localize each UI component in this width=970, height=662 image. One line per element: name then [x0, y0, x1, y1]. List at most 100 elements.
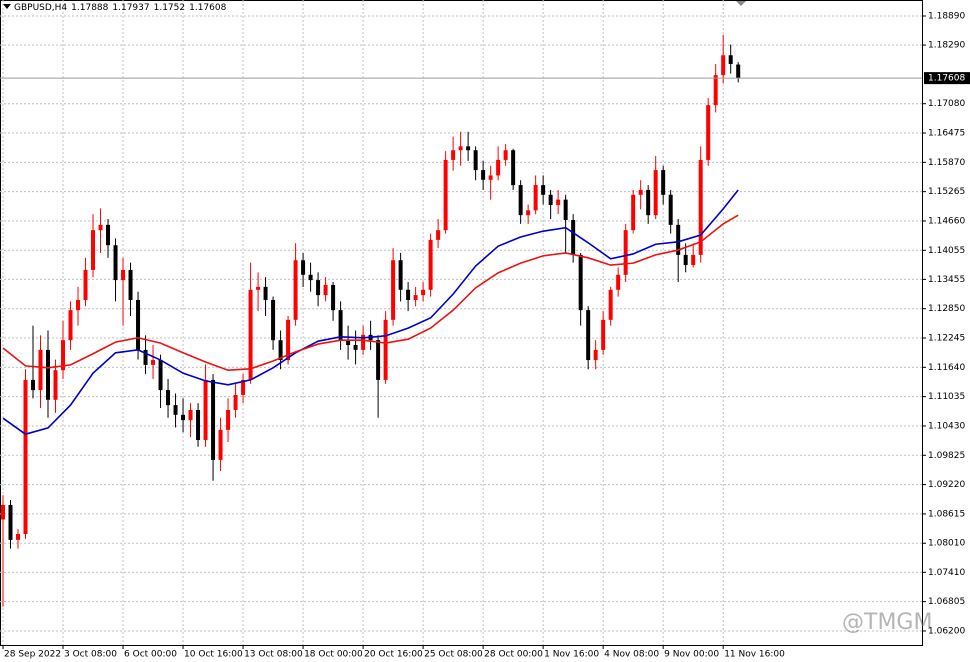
candle-body	[413, 295, 418, 300]
y-tick-label: 1.14660	[928, 216, 965, 226]
y-tick-label: 1.17080	[928, 99, 965, 109]
candle-body	[736, 64, 741, 79]
candle-body	[248, 289, 253, 380]
candle-body	[593, 349, 598, 361]
candle-body	[473, 150, 478, 171]
close: 1.17608	[189, 3, 227, 13]
candle-body	[616, 274, 621, 290]
y-tick-label: 1.12245	[928, 334, 965, 344]
y-tick-label: 1.07410	[928, 568, 965, 578]
y-tick-label: 1.12850	[928, 304, 965, 314]
x-tick-label: 28 Sep 2022	[4, 650, 61, 660]
candle-body	[361, 334, 366, 350]
candle-body	[301, 260, 306, 275]
candle-body	[503, 150, 508, 160]
candle-body	[518, 185, 523, 216]
y-tick-label: 1.06805	[928, 597, 965, 607]
y-tick-label: 1.09220	[928, 480, 965, 490]
candle-body	[706, 105, 711, 160]
last-price-tag	[924, 72, 970, 85]
candle-body	[623, 230, 628, 275]
candle-body	[218, 429, 223, 460]
candle-body	[121, 269, 126, 281]
candle-body	[83, 269, 88, 300]
candle-body	[113, 245, 118, 281]
candle-body	[428, 239, 433, 290]
candle-body	[383, 319, 388, 380]
candle-body	[8, 504, 13, 540]
candle-body	[278, 340, 283, 361]
x-tick-label: 10 Oct 16:00	[184, 650, 243, 660]
candle-body	[421, 289, 426, 296]
x-tick-label: 18 Oct 00:00	[304, 650, 363, 660]
x-tick-label: 3 Oct 08:00	[64, 650, 117, 660]
candle-body	[488, 175, 493, 180]
y-tick-label: 1.16475	[928, 129, 965, 139]
candle-body	[91, 230, 96, 270]
y-tick-label: 1.18290	[928, 41, 965, 51]
y-tick-label: 1.13455	[928, 275, 965, 285]
candle-body	[548, 194, 553, 205]
low: 1.1752	[153, 3, 186, 13]
menu-arrow[interactable]	[3, 4, 11, 9]
moving-average	[2, 214, 739, 372]
watermark: @TMGM	[842, 610, 933, 635]
candle-body	[308, 274, 313, 281]
candle-body	[451, 150, 456, 160]
x-tick-label: 28 Oct 00:00	[484, 650, 543, 660]
candle-body	[166, 390, 171, 406]
x-tick-label: 9 Nov 00:00	[664, 650, 719, 660]
candle-body	[46, 349, 51, 400]
x-tick-label: 1 Nov 16:00	[544, 650, 599, 660]
x-tick-label: 6 Oct 00:00	[124, 650, 177, 660]
candle-body	[541, 185, 546, 195]
candle-body	[398, 260, 403, 290]
candle-body	[53, 370, 58, 400]
candle-body	[646, 189, 651, 216]
candle-body	[511, 150, 516, 186]
candle-body	[586, 310, 591, 361]
candle-body	[23, 379, 28, 535]
candle-body	[406, 289, 411, 300]
candle-body	[181, 414, 186, 421]
candle-body	[106, 224, 111, 246]
shift-marker[interactable]	[736, 1, 746, 6]
plot-frame	[0, 0, 923, 646]
candle-body	[173, 405, 178, 415]
candle-body	[203, 379, 208, 441]
candle-body	[436, 230, 441, 240]
y-tick-label: 1.15870	[928, 158, 965, 168]
x-tick-label: 4 Nov 08:00	[604, 650, 659, 660]
candle-body	[481, 170, 486, 180]
candle-body	[196, 409, 201, 441]
high: 1.17937	[112, 3, 150, 13]
candle-body	[233, 394, 238, 410]
candle-body	[721, 55, 726, 76]
candle-body	[638, 189, 643, 195]
candle-body	[316, 280, 321, 296]
x-tick-label: 20 Oct 16:00	[364, 650, 423, 660]
y-tick-label: 1.15265	[928, 187, 965, 197]
candle-body	[61, 340, 66, 371]
candle-body	[683, 254, 688, 266]
candle-body	[563, 199, 568, 221]
candle-body	[323, 284, 328, 296]
candle-body	[338, 310, 343, 341]
candle-body	[571, 220, 576, 255]
candle-body	[31, 379, 36, 391]
candle-body	[713, 75, 718, 106]
candle-body	[151, 360, 156, 365]
candle-body	[188, 409, 193, 421]
x-tick-label: 25 Oct 08:00	[424, 650, 483, 660]
candle-body	[263, 286, 268, 300]
open: 1.17888	[71, 3, 109, 13]
candle-body	[226, 409, 231, 430]
candle-body	[391, 260, 396, 320]
symbol: GBPUSD,H4	[14, 3, 68, 13]
y-tick-label: 1.11035	[928, 392, 965, 402]
candle-body	[526, 210, 531, 216]
x-tick-label: 11 Nov 16:00	[724, 650, 785, 660]
candle-body	[271, 299, 276, 341]
